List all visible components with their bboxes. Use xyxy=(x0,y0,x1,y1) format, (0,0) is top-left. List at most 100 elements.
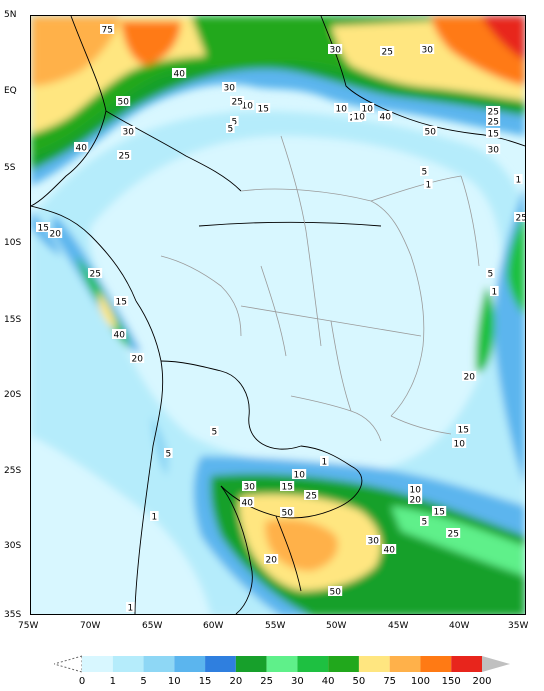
legend-arrow-low xyxy=(54,655,83,673)
contour-label: 1 xyxy=(152,513,158,523)
contour-label: 5 xyxy=(228,125,234,135)
contour-label-bg xyxy=(240,497,255,507)
legend-label: 25 xyxy=(260,676,273,687)
contour-label-bg xyxy=(256,103,271,113)
contour-label-bg xyxy=(126,602,135,612)
contour-label-bg xyxy=(116,96,131,106)
lat-label: 20S xyxy=(4,390,22,400)
contour-label: 15 xyxy=(258,105,269,115)
contour-label: 20 xyxy=(50,230,62,240)
contour-label-bg xyxy=(88,268,103,278)
contour-label: 30 xyxy=(244,483,256,493)
contour-label-bg xyxy=(100,24,115,34)
contour-label-bg xyxy=(514,212,525,222)
contour-label: 10 xyxy=(410,486,422,496)
contour-label: 20 xyxy=(410,496,422,506)
contour-label: 25 xyxy=(488,108,499,118)
contour-label-bg xyxy=(382,544,397,554)
contour-label-bg xyxy=(452,438,467,448)
legend-swatch xyxy=(451,656,482,672)
contour-label-bg xyxy=(230,96,245,106)
contour-label: 1 xyxy=(128,604,134,614)
contour-label-bg xyxy=(420,166,429,176)
contour-label-bg xyxy=(334,103,349,113)
state-borders xyxy=(160,135,480,442)
precipitation-map: 7540503040253025303010152551025405025151… xyxy=(30,15,526,615)
legend-swatch xyxy=(82,656,113,672)
contour-label-bg xyxy=(420,516,429,526)
legend-label: 75 xyxy=(383,676,397,687)
legend-label: 0 xyxy=(78,676,86,687)
contour-label-bg xyxy=(360,103,375,113)
contour-label: 30 xyxy=(330,46,342,56)
contour-label: 25 xyxy=(119,152,130,162)
legend-swatch xyxy=(358,656,390,672)
contour-label: 40 xyxy=(384,546,396,556)
contour-label: 1 xyxy=(426,181,432,191)
contour-label-bg xyxy=(432,506,447,516)
legend-label: 5 xyxy=(140,676,147,687)
contour-label: 15 xyxy=(488,130,499,140)
contour-label: 40 xyxy=(114,331,126,341)
legend-swatch xyxy=(112,656,144,672)
lon-label: 45W xyxy=(388,621,409,631)
contour-label-bg xyxy=(456,424,471,434)
contour-label-bg xyxy=(226,123,235,133)
lon-label: 60W xyxy=(203,621,224,631)
contour-label: 25 xyxy=(306,492,317,502)
contour-label-bg xyxy=(280,507,295,517)
contour-label-bg xyxy=(462,371,477,381)
contour-label-bg xyxy=(292,469,307,479)
legend-swatch xyxy=(297,656,329,672)
country-borders xyxy=(31,16,525,614)
contour-label: 20 xyxy=(464,373,476,383)
legend-swatch xyxy=(266,656,298,672)
contour-label-bg xyxy=(264,554,279,564)
contour-label: 5 xyxy=(422,518,428,528)
lon-label: 50W xyxy=(326,621,347,631)
lat-label: 25S xyxy=(4,466,22,476)
lat-label: 5N xyxy=(4,10,17,20)
legend-label: 20 xyxy=(229,676,243,687)
contour-label: 15 xyxy=(434,508,445,518)
contour-label: 25 xyxy=(516,214,526,224)
contour-label: 50 xyxy=(118,98,130,108)
contour-label: 15 xyxy=(282,483,293,493)
contour-label: 40 xyxy=(380,113,392,123)
legend-colorbar xyxy=(54,655,510,673)
contour-label-bg xyxy=(150,511,159,521)
lon-label: 40W xyxy=(449,621,470,631)
contour-label: 5 xyxy=(166,450,172,460)
contour-label-bg xyxy=(486,144,501,154)
contour-label-bg xyxy=(490,286,499,296)
lon-label: 65W xyxy=(142,621,163,631)
contour-label: 15 xyxy=(458,426,469,436)
contour-label-bg xyxy=(242,481,257,491)
contour-label-bg xyxy=(164,448,173,458)
contour-label-bg xyxy=(117,150,132,160)
contour-label-bg xyxy=(74,142,89,152)
contour-label: 25 xyxy=(382,48,393,58)
contour-label-bg xyxy=(280,481,295,491)
legend-swatch xyxy=(205,656,236,672)
contour-label-bg xyxy=(320,456,329,466)
lat-label: 5S xyxy=(4,163,16,173)
map-canvas: 7540503040253025303010152551025405025151… xyxy=(31,16,525,614)
contour-label: 15 xyxy=(38,224,49,234)
contour-label-bg xyxy=(222,82,237,92)
contour-label-bg xyxy=(378,111,393,121)
contour-label-bg xyxy=(121,126,136,136)
contour-label: 5 xyxy=(232,118,238,128)
contour-label: 5 xyxy=(212,428,218,438)
legend-label: 50 xyxy=(352,676,366,687)
contour-label-bg xyxy=(36,222,51,232)
contour-label-bg xyxy=(328,44,343,54)
legend-label: 15 xyxy=(198,676,212,687)
contour-label-bg xyxy=(114,296,129,306)
contour-label-bg xyxy=(486,268,495,278)
contour-label-bg xyxy=(446,528,461,538)
contour-label: 1 xyxy=(492,288,498,298)
contour-label-bg xyxy=(408,494,423,504)
legend-label: 10 xyxy=(167,676,181,687)
legend-label: 30 xyxy=(291,676,304,687)
